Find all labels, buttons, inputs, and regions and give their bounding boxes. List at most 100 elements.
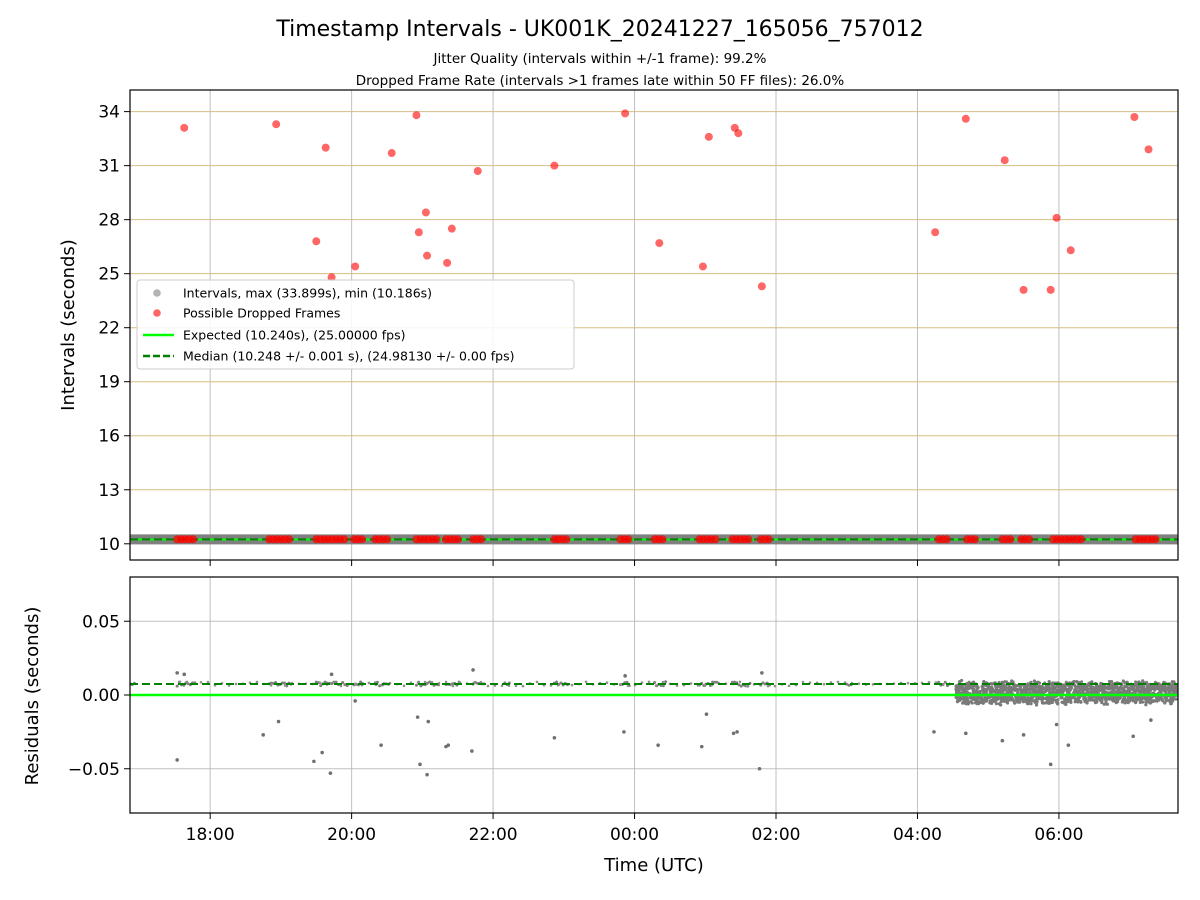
dropped-frame-point — [764, 535, 773, 544]
chart-subtitle-dropped: Dropped Frame Rate (intervals >1 frames … — [356, 73, 845, 89]
residual-point — [647, 680, 651, 684]
residual-point — [1018, 696, 1023, 700]
residual-point — [994, 702, 999, 706]
residual-point — [353, 699, 357, 703]
residual-point — [255, 680, 259, 684]
residual-point — [1081, 688, 1085, 693]
residual-point — [964, 731, 968, 736]
dropped-frame-point — [383, 535, 392, 544]
residual-point — [1061, 700, 1065, 704]
dropped-frame-point — [550, 161, 559, 170]
dropped-frame-point — [447, 224, 456, 233]
residual-point — [199, 680, 203, 684]
residual-point — [379, 743, 383, 747]
dropped-frame-point — [942, 535, 951, 544]
residual-point — [1135, 698, 1140, 702]
residual-point — [1029, 702, 1033, 706]
dropped-frame-point — [387, 149, 396, 158]
residual-point — [990, 689, 995, 694]
residual-point — [623, 674, 627, 678]
residual-point — [175, 684, 179, 688]
dropped-frame-point — [624, 535, 633, 544]
dropped-frame-point — [1144, 145, 1153, 154]
residual-point — [206, 680, 210, 684]
x-tick-label: 00:00 — [610, 825, 659, 845]
residual-point — [974, 701, 978, 705]
dropped-frame-point — [698, 262, 707, 271]
dropped-frame-point — [473, 167, 482, 176]
residual-point — [1036, 691, 1041, 695]
residual-point — [1015, 688, 1019, 692]
y-tick-label: 0.05 — [82, 612, 120, 632]
residual-point — [984, 699, 989, 703]
residual-point — [1076, 700, 1080, 704]
dropped-frame-point — [1006, 535, 1015, 544]
residual-point — [664, 680, 668, 684]
residual-point — [552, 735, 557, 740]
residual-point — [960, 678, 964, 683]
residual-point — [1140, 696, 1144, 701]
residual-point — [1050, 700, 1054, 705]
residual-point — [1066, 698, 1070, 702]
residual-point — [1174, 684, 1178, 689]
residual-point — [1069, 684, 1073, 689]
residual-point — [451, 682, 455, 686]
residual-point — [968, 695, 972, 699]
residual-point — [1003, 684, 1008, 688]
y-tick-label: 28 — [98, 211, 120, 231]
residual-point — [1089, 685, 1093, 689]
residual-point — [437, 681, 441, 685]
dropped-frame-point — [621, 109, 630, 118]
dropped-frame-point — [1025, 535, 1034, 544]
residual-point — [1065, 690, 1070, 694]
residual-point — [1059, 696, 1063, 700]
residual-point — [418, 762, 422, 767]
residual-point — [1168, 686, 1173, 690]
residual-point — [175, 758, 179, 762]
residual-point — [1029, 686, 1033, 690]
residual-point — [1159, 688, 1163, 692]
residual-point — [993, 690, 997, 694]
residual-point — [958, 695, 962, 699]
residual-point — [1134, 701, 1138, 705]
bottom-y-axis-label: Residuals (seconds) — [22, 607, 43, 786]
residual-point — [675, 684, 679, 687]
residual-point — [1005, 698, 1009, 702]
residual-point — [1041, 686, 1046, 690]
dropped-frame-point — [961, 114, 970, 123]
legend-entry-label: Median (10.248 +/- 0.001 s), (24.98130 +… — [183, 349, 514, 364]
dropped-frame-point — [272, 120, 281, 129]
dropped-frame-point — [711, 535, 720, 544]
residual-point — [1025, 701, 1029, 705]
residual-point — [971, 695, 975, 700]
residual-point — [656, 743, 660, 747]
residual-point — [234, 682, 238, 686]
residual-point — [1032, 679, 1036, 683]
residual-point — [1135, 684, 1139, 688]
residual-point — [689, 682, 693, 685]
legend-marker-dropped — [153, 309, 161, 317]
residual-point — [1163, 688, 1167, 692]
dropped-frame-point — [744, 535, 753, 544]
dropped-frame-point — [432, 535, 441, 544]
residual-point — [1002, 698, 1007, 702]
legend: Intervals, max (33.899s), min (10.186s) P… — [136, 279, 575, 370]
residual-point — [1134, 681, 1138, 686]
residual-point — [731, 731, 736, 736]
dropped-frame-point — [970, 535, 979, 544]
residual-point — [1103, 696, 1107, 700]
residual-point — [428, 680, 432, 684]
residual-point — [367, 681, 371, 685]
dropped-frame-point — [312, 237, 321, 246]
residual-point — [425, 681, 429, 685]
residual-point — [1138, 696, 1142, 700]
residual-point — [1117, 686, 1121, 690]
dropped-frame-point — [453, 535, 462, 544]
plot-area — [130, 109, 1178, 545]
residual-point — [871, 683, 875, 686]
dropped-frame-point — [931, 228, 940, 237]
residual-point — [1109, 690, 1114, 694]
residual-point — [996, 697, 1000, 701]
residual-point — [1021, 733, 1026, 737]
residual-point — [965, 700, 969, 704]
